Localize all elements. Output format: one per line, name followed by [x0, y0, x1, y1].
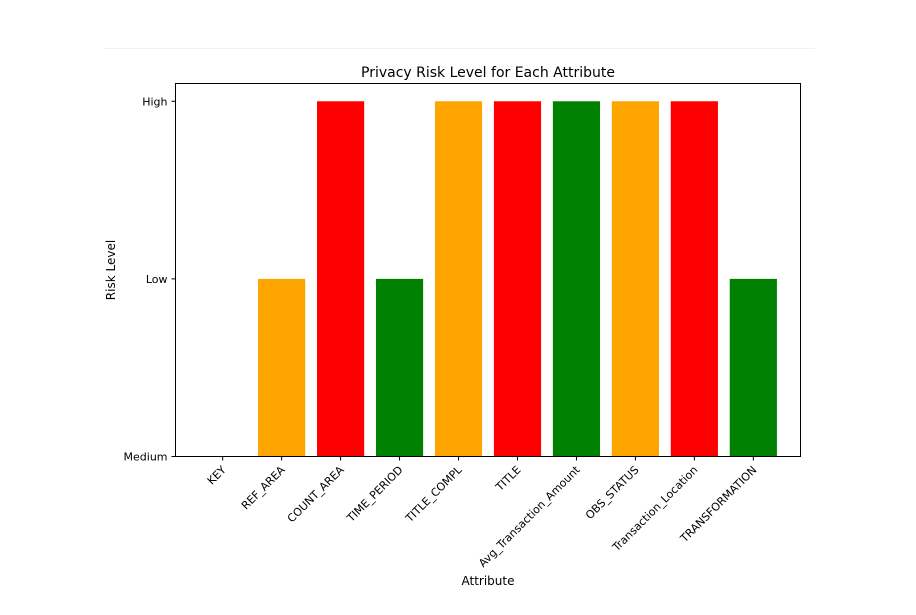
x-axis: KEY REF_AREACOUNT_AREATIME_PERIODTITLE_CO… — [205, 456, 759, 570]
y-tick-label-medium: Medium — [124, 451, 168, 464]
bar-ref-area — [258, 278, 306, 457]
x-tick-label-key: KEY — [205, 463, 229, 487]
x-axis-label: Attribute — [462, 574, 515, 588]
x-tick-label-time-period: TIME_PERIOD — [344, 463, 406, 525]
bar-time-period — [375, 278, 424, 457]
x-tick-label-obs-status: OBS_STATUS — [583, 463, 642, 522]
x-tick-label-title: TITLE — [493, 463, 524, 494]
bar-title-compl — [434, 101, 483, 457]
x-tick-label-avg-transaction-amount: Avg_Transaction_Amount — [476, 463, 583, 570]
bars-layer — [258, 101, 777, 457]
bar-avg-transaction-amount — [552, 101, 601, 457]
y-tick-label-high: High — [142, 95, 167, 108]
x-tick-label-title-compl: TITLE_COMPL — [403, 463, 466, 526]
plot-frame — [175, 83, 801, 457]
chart-title: Privacy Risk Level for Each Attribute — [361, 65, 615, 81]
bar-obs-status — [611, 101, 659, 457]
bar-transformation — [729, 278, 777, 457]
y-axis: Medium Low High — [124, 95, 176, 464]
bar-count-area — [317, 101, 365, 457]
x-tick-label-count-area: COUNT_AREA — [285, 463, 347, 525]
y-tick-label-low: Low — [146, 273, 168, 286]
bar-transaction-location — [670, 101, 718, 457]
bar-title — [493, 101, 542, 457]
y-axis-label: Risk Level — [104, 240, 118, 300]
x-tick-label-ref-area: REF_AREA — [239, 463, 288, 512]
